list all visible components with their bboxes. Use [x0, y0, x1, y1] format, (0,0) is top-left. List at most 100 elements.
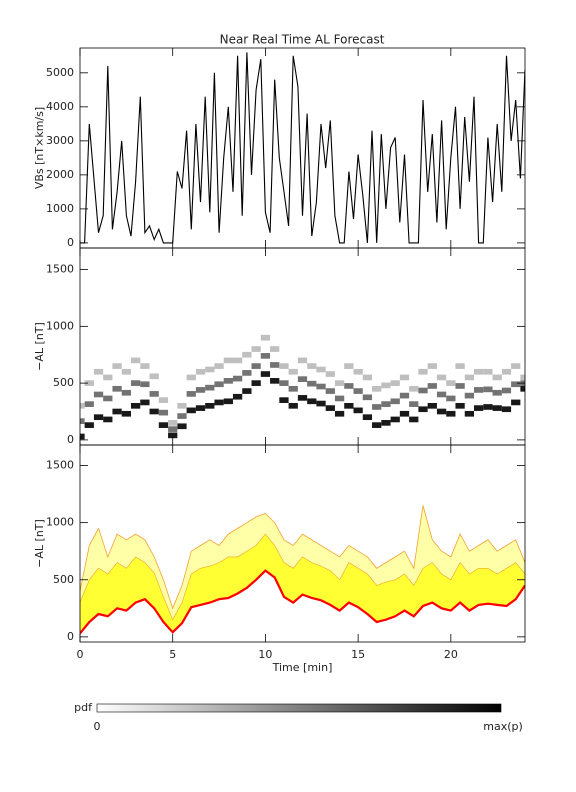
x-axis-label: Time [min] [272, 661, 333, 674]
density-cell [93, 391, 104, 398]
density-cell [381, 401, 391, 407]
density-cell [158, 397, 169, 403]
y-tick-label: 500 [53, 573, 74, 586]
density-cell [149, 391, 159, 397]
x-tick-label: 5 [169, 648, 176, 661]
density-cell [474, 405, 484, 411]
density-cell [251, 380, 261, 386]
density-cell [270, 378, 280, 384]
colorbar-label: pdf [74, 701, 93, 714]
density-cell [158, 409, 169, 416]
density-cell [381, 420, 391, 426]
density-cell [427, 402, 437, 409]
density-cell [93, 368, 104, 375]
density-cell [103, 374, 113, 381]
density-cell [260, 334, 271, 341]
frame [79, 444, 526, 643]
density-cell [427, 383, 437, 389]
density-cell [103, 395, 113, 402]
density-cell [149, 408, 159, 415]
density-cell [186, 391, 196, 397]
density-cell [80, 433, 85, 440]
density-cell [464, 374, 475, 381]
density-cell [140, 399, 150, 406]
density-cell [260, 353, 271, 359]
density-cell [325, 405, 335, 411]
density-cell [483, 386, 493, 393]
density-cell [80, 402, 85, 409]
density-cell [362, 414, 373, 421]
density-cell [372, 422, 382, 428]
density-cell [223, 398, 233, 405]
density-cell [297, 395, 308, 401]
density-cell [399, 410, 410, 417]
density-cell [232, 357, 243, 364]
density-cell [455, 402, 465, 409]
density-cell [186, 374, 196, 381]
density-cell [446, 380, 456, 386]
density-cell [242, 388, 252, 394]
density-cell [168, 426, 178, 432]
density-cell [418, 406, 428, 413]
density-cell [205, 402, 215, 409]
density-cell [288, 402, 298, 409]
y-axis-label: −AL [nT] [33, 519, 46, 568]
density-cell [381, 382, 391, 389]
density-cell [112, 363, 122, 369]
density-cell [205, 384, 215, 391]
density-cell [195, 405, 206, 411]
density-cell [446, 410, 456, 417]
density-cell [390, 398, 400, 405]
density-cell [140, 363, 150, 369]
density-cell [80, 418, 85, 424]
density-cell [168, 420, 178, 426]
density-cell [492, 374, 502, 381]
density-cell [270, 346, 280, 352]
density-cell [362, 374, 373, 381]
colorbar-max: max(p) [483, 720, 523, 733]
density-cell [195, 387, 206, 393]
density-cell [334, 395, 345, 402]
density-cell [260, 371, 271, 377]
density-cell [399, 374, 410, 381]
density-cell [297, 376, 308, 382]
density-cell [455, 383, 465, 389]
density-cell [501, 387, 512, 394]
density-cell [501, 368, 512, 375]
density-cell [297, 357, 308, 364]
density-cell [492, 405, 502, 411]
y-tick-label: 0 [67, 236, 74, 249]
y-tick-label: 0 [67, 433, 74, 446]
colorbar-min: 0 [94, 720, 101, 733]
density-cell [446, 395, 456, 402]
density-cell [121, 389, 131, 396]
density-cell [325, 388, 335, 394]
density-cell [344, 363, 354, 369]
x-tick-label: 10 [258, 648, 272, 661]
density-cell [251, 346, 261, 352]
density-cell [455, 363, 465, 369]
density-cell [372, 385, 382, 392]
density-cell [372, 404, 382, 410]
density-cell [251, 363, 261, 369]
density-cell [205, 366, 215, 373]
density-cell [316, 400, 326, 407]
density-cell [483, 368, 493, 375]
y-tick-label: 4000 [46, 100, 74, 113]
density-cell [464, 410, 475, 417]
density-cell [436, 374, 447, 381]
density-cell [270, 362, 280, 368]
density-cell [501, 406, 512, 413]
density-cell [112, 408, 122, 415]
density-cell [223, 378, 233, 384]
density-cell [214, 363, 224, 369]
density-cell [103, 416, 113, 423]
density-cell [232, 393, 243, 400]
density-cell [177, 423, 187, 430]
density-cell [214, 381, 224, 388]
density-cell [409, 416, 419, 423]
y-axis-label: VBs [nT×km/s] [33, 107, 46, 189]
density-cell [279, 397, 289, 403]
density-cell [474, 387, 484, 393]
